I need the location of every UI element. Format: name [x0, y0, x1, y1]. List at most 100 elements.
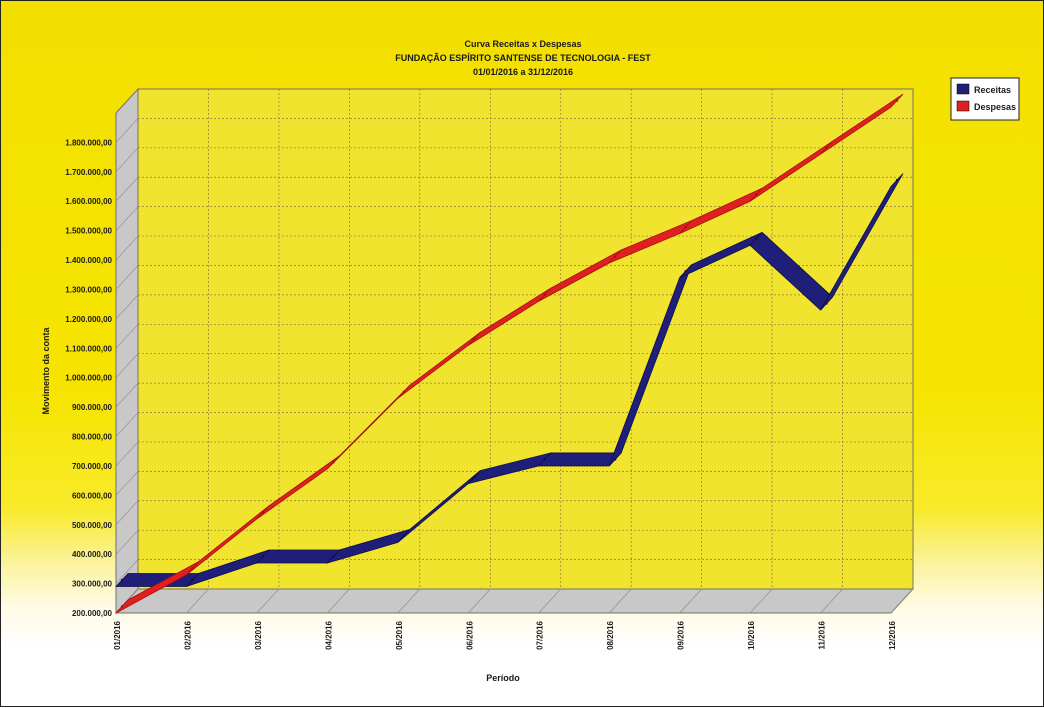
x-tick-label: 11/2016: [818, 620, 827, 649]
grid-line-wall: [115, 177, 139, 202]
grid-line-wall: [115, 441, 139, 467]
y-tick-label: 1.500.000,00: [65, 227, 112, 236]
grid-line-wall: [115, 206, 139, 231]
grid-line-wall: [115, 265, 139, 290]
grid-line-floor: [679, 588, 702, 614]
legend-swatch-despesas: [956, 100, 970, 112]
series-receitas-segment: [820, 173, 904, 311]
grid-line-wall: [115, 382, 139, 408]
grid-line-floor: [256, 588, 280, 614]
x-tick-label: 09/2016: [677, 620, 686, 649]
series-receitas-point: [473, 475, 476, 479]
plot-back-wall: [137, 88, 914, 590]
x-tick-label: 06/2016: [465, 620, 474, 649]
series-despesas-point: [613, 255, 617, 258]
y-axis-ticks: 200.000,00 300.000,00 400.000,00 500.000,00…: [65, 138, 112, 618]
series-receitas: [115, 173, 904, 587]
y-tick-label: 1.100.000,00: [65, 344, 112, 353]
series-receitas-point: [332, 555, 335, 558]
grid-line-floor: [820, 588, 843, 614]
grid-line-floor: [538, 588, 561, 614]
series-despesas-point: [473, 337, 476, 341]
series-despesas-point: [754, 193, 758, 196]
series-despesas-segment: [820, 93, 904, 155]
y-tick-label: 500.000,00: [72, 521, 113, 530]
grid-line-wall: [115, 412, 139, 437]
y-tick-label: 400.000,00: [72, 550, 113, 559]
y-tick-label: 1.200.000,00: [65, 315, 112, 324]
grid-lines: [115, 89, 914, 614]
series-receitas-point: [825, 302, 828, 305]
y-tick-label: 900.000,00: [72, 403, 113, 412]
legend: Receitas Despesas: [950, 77, 1020, 121]
grid-line-wall: [115, 118, 139, 143]
x-tick-label: 02/2016: [183, 620, 192, 649]
x-tick-label: 05/2016: [395, 620, 404, 649]
grid-line-wall: [115, 324, 139, 349]
x-tick-label: 10/2016: [747, 620, 756, 649]
y-tick-label: 1.600.000,00: [65, 197, 112, 206]
y-tick-label: 700.000,00: [72, 462, 113, 471]
x-tick-label: 07/2016: [536, 620, 545, 649]
x-axis-label: Período: [486, 673, 520, 683]
grid-line-wall: [115, 559, 139, 584]
grid-line-floor: [397, 588, 421, 614]
legend-swatch-receitas: [956, 83, 970, 95]
legend-label-despesas: Despesas: [974, 102, 1016, 112]
y-tick-label: 600.000,00: [72, 491, 113, 500]
series-despesas-point: [684, 225, 687, 229]
plot-left-wall: [115, 87, 139, 615]
series-despesas: [115, 93, 904, 614]
grid-line-floor: [186, 588, 209, 614]
series-despesas-point: [332, 461, 335, 464]
chart-title: Curva Receitas x Despesas: [464, 39, 581, 49]
y-tick-label: 200.000,00: [72, 609, 113, 618]
series-despesas-point: [191, 567, 194, 570]
x-tick-label: 01/2016: [113, 620, 122, 649]
series-receitas-point: [261, 555, 265, 558]
x-tick-label: 04/2016: [324, 620, 333, 649]
plot-floor: [114, 588, 915, 614]
y-tick-label: 1.300.000,00: [65, 285, 112, 294]
series-despesas-point: [895, 99, 899, 102]
chart-period: 01/01/2016 a 31/12/2016: [473, 67, 573, 77]
y-tick-label: 1.800.000,00: [65, 138, 112, 147]
legend-label-receitas: Receitas: [974, 85, 1011, 95]
series-receitas-point: [191, 578, 194, 582]
y-tick-label: 800.000,00: [72, 433, 113, 442]
grid-line-wall: [115, 235, 139, 261]
x-axis-ticks: 01/2016 02/2016 03/2016 04/2016 05/2016 06/20…: [113, 620, 897, 649]
x-tick-label: 12/2016: [888, 620, 897, 649]
x-tick-label: 08/2016: [606, 620, 615, 649]
y-tick-label: 1.400.000,00: [65, 256, 112, 265]
series-receitas-point: [120, 578, 124, 582]
series-layer: [115, 93, 904, 614]
series-receitas-point: [754, 237, 758, 241]
series-despesas-point: [825, 146, 828, 149]
grid-line-floor: [890, 588, 914, 614]
series-receitas-point: [402, 534, 406, 538]
grid-line-floor: [749, 588, 773, 614]
series-despesas-point: [120, 605, 124, 608]
grid-line-floor: [327, 588, 350, 614]
chart-subtitle: FUNDAÇÃO ESPÍRITO SANTENSE DE TECNOLOGIA…: [395, 53, 651, 63]
grid-line-floor: [468, 588, 491, 614]
y-tick-label: 1.700.000,00: [65, 168, 112, 177]
grid-line-wall: [115, 500, 139, 525]
x-tick-label: 03/2016: [254, 620, 263, 649]
grid-line-wall: [115, 529, 139, 555]
series-receitas-point: [543, 458, 546, 461]
grid-line-wall: [115, 353, 139, 378]
y-tick-label: 300.000,00: [72, 580, 113, 589]
series-despesas-point: [261, 511, 265, 514]
y-tick-label: 1.000.000,00: [65, 374, 112, 383]
grid-line-wall: [115, 471, 139, 496]
series-receitas-segment: [537, 452, 623, 467]
grid-line-wall: [115, 294, 139, 320]
series-receitas-point: [895, 178, 899, 182]
series-despesas-point: [543, 293, 546, 296]
series-despesas-point: [402, 390, 406, 393]
grid-line-wall: [115, 147, 139, 173]
